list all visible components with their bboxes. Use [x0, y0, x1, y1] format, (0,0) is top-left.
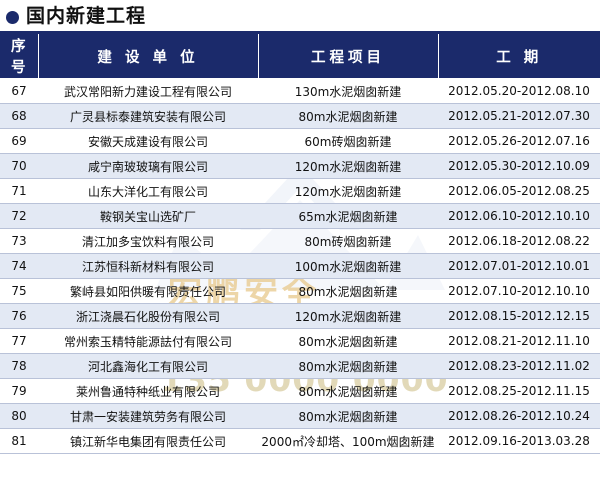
table-row: 67 武汉常阳新力建设工程有限公司 130m水泥烟囱新建 2012.05.20-201…	[0, 78, 600, 104]
cell-project: 80m砖烟囱新建	[258, 228, 438, 254]
table-row: 79 莱州鲁通特种纸业有限公司 80m水泥烟囱新建 2012.08.25-2012.1…	[0, 378, 600, 404]
cell-no: 75	[0, 278, 38, 304]
cell-no: 80	[0, 403, 38, 429]
table-row: 70 咸宁南玻玻璃有限公司 120m水泥烟囱新建 2012.05.30-2012.10…	[0, 153, 600, 179]
cell-unit: 安徽天成建设有限公司	[38, 128, 258, 154]
table-row: 81 镇江新华电集团有限责任公司 2000㎡冷却塔、100m烟囱新建 2012.09.…	[0, 428, 600, 454]
projects-table-wrap: 序 号 建 设 单 位 工程项目 工 期 67 武汉常阳新力建设工程有限公司 130…	[0, 34, 600, 454]
cell-duration: 2012.06.18-2012.08.22	[438, 228, 600, 254]
cell-duration: 2012.08.15-2012.12.15	[438, 303, 600, 329]
cell-duration: 2012.07.10-2012.10.10	[438, 278, 600, 304]
column-header-project: 工程项目	[258, 34, 439, 79]
table-row: 73 清江加多宝饮料有限公司 80m砖烟囱新建 2012.06.18-2012.08.…	[0, 228, 600, 254]
cell-duration: 2012.05.26-2012.07.16	[438, 128, 600, 154]
cell-project: 120m水泥烟囱新建	[258, 153, 438, 179]
cell-unit: 山东大洋化工有限公司	[38, 178, 258, 204]
cell-project: 100m水泥烟囱新建	[258, 253, 438, 279]
cell-project: 80m水泥烟囱新建	[258, 403, 438, 429]
cell-no: 71	[0, 178, 38, 204]
page-title-bar: 国内新建工程	[0, 0, 600, 34]
cell-unit: 鞍钢关宝山选矿厂	[38, 203, 258, 229]
cell-no: 72	[0, 203, 38, 229]
cell-no: 79	[0, 378, 38, 404]
projects-table: 序 号 建 设 单 位 工程项目 工 期 67 武汉常阳新力建设工程有限公司 130…	[0, 34, 600, 454]
table-header-row: 序 号 建 设 单 位 工程项目 工 期	[0, 34, 600, 79]
cell-duration: 2012.08.23-2012.11.02	[438, 353, 600, 379]
column-header-no: 序 号	[0, 34, 39, 79]
cell-project: 65m水泥烟囱新建	[258, 203, 438, 229]
cell-unit: 镇江新华电集团有限责任公司	[38, 428, 258, 454]
cell-no: 77	[0, 328, 38, 354]
cell-unit: 咸宁南玻玻璃有限公司	[38, 153, 258, 179]
page-title: 国内新建工程	[26, 4, 147, 27]
cell-project: 80m水泥烟囱新建	[258, 103, 438, 129]
cell-unit: 繁峙县如阳供暖有限责任公司	[38, 278, 258, 304]
cell-duration: 2012.08.25-2012.11.15	[438, 378, 600, 404]
table-row: 77 常州索玉精特能源詓付有限公司 80m水泥烟囱新建 2012.08.21-2012…	[0, 328, 600, 354]
cell-duration: 2012.06.10-2012.10.10	[438, 203, 600, 229]
cell-unit: 江苏恒科新材料有限公司	[38, 253, 258, 279]
cell-project: 80m水泥烟囱新建	[258, 378, 438, 404]
cell-project: 60m砖烟囱新建	[258, 128, 438, 154]
cell-no: 74	[0, 253, 38, 279]
cell-no: 73	[0, 228, 38, 254]
cell-unit: 甘肃一安装建筑劳务有限公司	[38, 403, 258, 429]
cell-duration: 2012.09.16-2013.03.28	[438, 428, 600, 454]
cell-unit: 莱州鲁通特种纸业有限公司	[38, 378, 258, 404]
cell-duration: 2012.07.01-2012.10.01	[438, 253, 600, 279]
table-row: 80 甘肃一安装建筑劳务有限公司 80m水泥烟囱新建 2012.08.26-2012.…	[0, 403, 600, 429]
title-divider	[0, 31, 600, 34]
cell-unit: 武汉常阳新力建设工程有限公司	[38, 78, 258, 104]
cell-project: 120m水泥烟囱新建	[258, 303, 438, 329]
cell-no: 78	[0, 353, 38, 379]
table-row: 68 广灵县标泰建筑安装有限公司 80m水泥烟囱新建 2012.05.21-2012.…	[0, 103, 600, 129]
cell-duration: 2012.06.05-2012.08.25	[438, 178, 600, 204]
column-header-unit: 建 设 单 位	[38, 34, 259, 79]
cell-unit: 清江加多宝饮料有限公司	[38, 228, 258, 254]
cell-duration: 2012.05.21-2012.07.30	[438, 103, 600, 129]
cell-no: 68	[0, 103, 38, 129]
cell-duration: 2012.05.30-2012.10.09	[438, 153, 600, 179]
cell-project: 120m水泥烟囱新建	[258, 178, 438, 204]
cell-unit: 河北鑫海化工有限公司	[38, 353, 258, 379]
cell-project: 2000㎡冷却塔、100m烟囱新建	[258, 428, 438, 454]
column-header-duration: 工 期	[438, 34, 600, 79]
table-row: 71 山东大洋化工有限公司 120m水泥烟囱新建 2012.06.05-2012.08…	[0, 178, 600, 204]
cell-no: 81	[0, 428, 38, 454]
table-row: 78 河北鑫海化工有限公司 80m水泥烟囱新建 2012.08.23-2012.11.…	[0, 353, 600, 379]
cell-unit: 常州索玉精特能源詓付有限公司	[38, 328, 258, 354]
cell-unit: 广灵县标泰建筑安装有限公司	[38, 103, 258, 129]
cell-duration: 2012.05.20-2012.08.10	[438, 78, 600, 104]
cell-no: 70	[0, 153, 38, 179]
table-row: 75 繁峙县如阳供暖有限责任公司 80m水泥烟囱新建 2012.07.10-2012.…	[0, 278, 600, 304]
cell-no: 69	[0, 128, 38, 154]
cell-project: 80m水泥烟囱新建	[258, 353, 438, 379]
cell-project: 130m水泥烟囱新建	[258, 78, 438, 104]
cell-duration: 2012.08.26-2012.10.24	[438, 403, 600, 429]
cell-project: 80m水泥烟囱新建	[258, 328, 438, 354]
cell-project: 80m水泥烟囱新建	[258, 278, 438, 304]
table-body: 67 武汉常阳新力建设工程有限公司 130m水泥烟囱新建 2012.05.20-201…	[0, 78, 600, 454]
table-row: 72 鞍钢关宝山选矿厂 65m水泥烟囱新建 2012.06.10-2012.10.10	[0, 203, 600, 229]
table-row: 74 江苏恒科新材料有限公司 100m水泥烟囱新建 2012.07.01-2012.1…	[0, 253, 600, 279]
cell-no: 67	[0, 78, 38, 104]
table-row: 69 安徽天成建设有限公司 60m砖烟囱新建 2012.05.26-2012.07.1…	[0, 128, 600, 154]
bullet-icon	[6, 10, 19, 24]
cell-duration: 2012.08.21-2012.11.10	[438, 328, 600, 354]
cell-no: 76	[0, 303, 38, 329]
cell-unit: 浙江浇晨石化股份有限公司	[38, 303, 258, 329]
table-row: 76 浙江浇晨石化股份有限公司 120m水泥烟囱新建 2012.08.15-2012.…	[0, 303, 600, 329]
